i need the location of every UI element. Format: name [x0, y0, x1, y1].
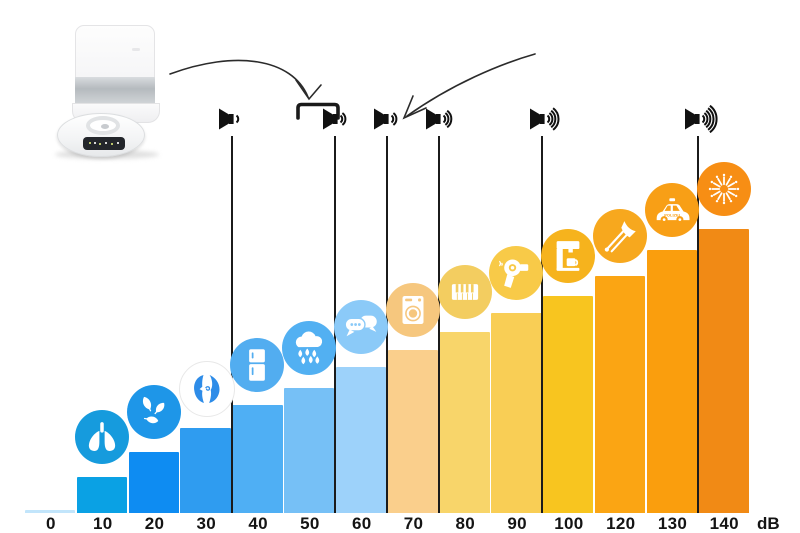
dock-vent-detail	[132, 48, 140, 51]
whispering-icon	[193, 375, 220, 403]
icon-circle-hair-dryer	[489, 246, 544, 300]
refrigerator-icon	[249, 349, 266, 381]
icon-circle-falling-leaves	[126, 385, 181, 439]
icon-circle-trombone	[593, 209, 647, 263]
trombone-icon	[604, 221, 636, 253]
washing-machine-icon	[402, 296, 424, 324]
marker-line-75db	[437, 136, 440, 513]
x-tick-label-100: 100	[554, 514, 584, 533]
bar-60db	[335, 367, 387, 513]
arrow-to-bracket-icon	[169, 59, 322, 101]
speaker-volume-icon-95db	[529, 105, 571, 135]
falling-leaves-icon	[142, 396, 165, 424]
icon-circle-lungs-breathing	[75, 410, 129, 464]
marker-line-35db	[230, 136, 233, 513]
icon-circle-police-car: POLIZEI	[644, 183, 699, 237]
x-tick-label-80: 80	[455, 514, 476, 533]
icon-circle-piano-keys	[437, 265, 492, 319]
x-tick-label-70: 70	[403, 514, 424, 533]
hair-dryer-icon	[499, 259, 529, 288]
bar-120db	[594, 276, 646, 513]
icon-circle-fireworks	[696, 162, 751, 216]
icon-circle-rain-cloud	[282, 321, 337, 375]
svg-text:POLIZEI: POLIZEI	[664, 212, 680, 217]
robot-display	[83, 137, 125, 150]
icon-circle-washing-machine	[385, 283, 440, 337]
bar-90db	[491, 313, 542, 513]
robot-body	[57, 113, 145, 157]
bar-30db	[180, 428, 231, 513]
police-car-icon: POLIZEI	[656, 198, 690, 224]
x-tick-label-10: 10	[92, 514, 113, 533]
x-tick-label-140: 140	[709, 514, 739, 533]
conversation-icon	[344, 315, 377, 337]
x-tick-label-0: 0	[46, 514, 56, 533]
x-tick-label-20: 20	[144, 514, 165, 533]
x-tick-label-60: 60	[351, 514, 372, 533]
bar-70db	[387, 350, 438, 513]
speaker-volume-icon-65db	[373, 105, 415, 135]
unit-label: dB	[757, 514, 780, 533]
x-tick-label-130: 130	[657, 514, 688, 533]
robot-lidar-turret	[86, 116, 120, 135]
x-tick-label-120: 120	[606, 514, 636, 533]
marker-line-95db	[541, 136, 544, 513]
rain-cloud-icon	[296, 331, 323, 365]
arrow-to-65db-icon	[402, 53, 536, 120]
bar-20db	[128, 452, 179, 513]
bar-0db	[25, 510, 76, 513]
speaker-volume-icon-35db	[218, 105, 260, 135]
icon-circle-refrigerator	[230, 338, 285, 392]
lungs-breathing-icon	[88, 422, 116, 451]
coffee-machine-icon	[556, 241, 580, 271]
x-tick-label-40: 40	[248, 514, 268, 533]
bar-80db	[439, 332, 490, 513]
bar-140db	[698, 229, 749, 513]
icon-circle-coffee-machine	[541, 229, 596, 283]
bar-50db	[284, 388, 335, 513]
speaker-volume-icon-55db	[322, 105, 364, 135]
dock-silver-band	[75, 77, 155, 103]
robot-display-pixels	[89, 142, 91, 144]
speaker-volume-icon-135db	[684, 104, 726, 135]
icon-circle-whispering	[178, 361, 235, 417]
x-tick-label-50: 50	[300, 514, 320, 533]
bar-10db	[76, 477, 128, 513]
speaker-volume-icon-75db	[425, 105, 467, 135]
piano-keys-icon	[451, 284, 478, 300]
robot-turret-dot	[101, 124, 109, 129]
bar-40db	[232, 405, 283, 513]
x-tick-label-90: 90	[507, 514, 527, 533]
bar-100db	[543, 296, 594, 513]
bar-130db	[646, 250, 697, 513]
icon-circle-conversation	[334, 300, 388, 354]
fireworks-icon	[708, 173, 739, 205]
robot-vacuum-illustration	[55, 15, 167, 160]
marker-line-135db	[696, 136, 699, 513]
x-tick-label-30: 30	[196, 514, 217, 533]
